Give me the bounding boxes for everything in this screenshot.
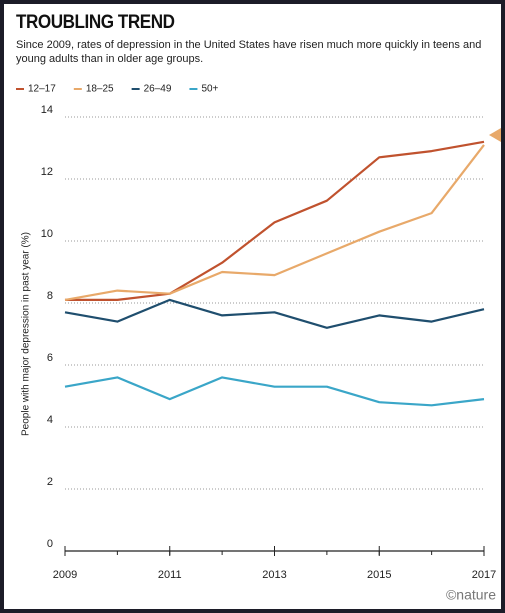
series-line [64, 298, 485, 329]
x-tick-label: 2011 [158, 569, 182, 581]
legend-label: 12–17 [28, 84, 56, 95]
legend-label: 50+ [201, 84, 218, 95]
y-tick-label: 14 [41, 104, 53, 116]
x-tick-label: 2009 [53, 569, 77, 581]
y-tick-label: 2 [47, 476, 53, 488]
series-line [64, 144, 485, 301]
chart-subtitle: Since 2009, rates of depression in the U… [16, 39, 482, 65]
source: ©nature [446, 587, 496, 603]
x-tick-label: 2015 [367, 569, 391, 581]
legend-label: 26–49 [144, 84, 172, 95]
series-line [65, 140, 485, 301]
y-tick-label: 6 [47, 352, 53, 364]
x-tick-label: 2017 [472, 569, 496, 581]
y-tick-label: 4 [47, 414, 53, 426]
y-tick-label: 12 [41, 166, 53, 178]
marker-arrow [489, 128, 501, 142]
series-line [64, 376, 485, 407]
chart: People with major depression in past yea… [16, 84, 501, 603]
y-axis-label: People with major depression in past yea… [21, 232, 32, 436]
chart-title: TROUBLING TREND [16, 12, 175, 33]
y-tick-label: 0 [47, 538, 53, 550]
y-tick-label: 8 [47, 290, 53, 302]
y-tick-label: 10 [41, 228, 53, 240]
x-tick-label: 2013 [262, 569, 286, 581]
legend-label: 18–25 [86, 84, 114, 95]
